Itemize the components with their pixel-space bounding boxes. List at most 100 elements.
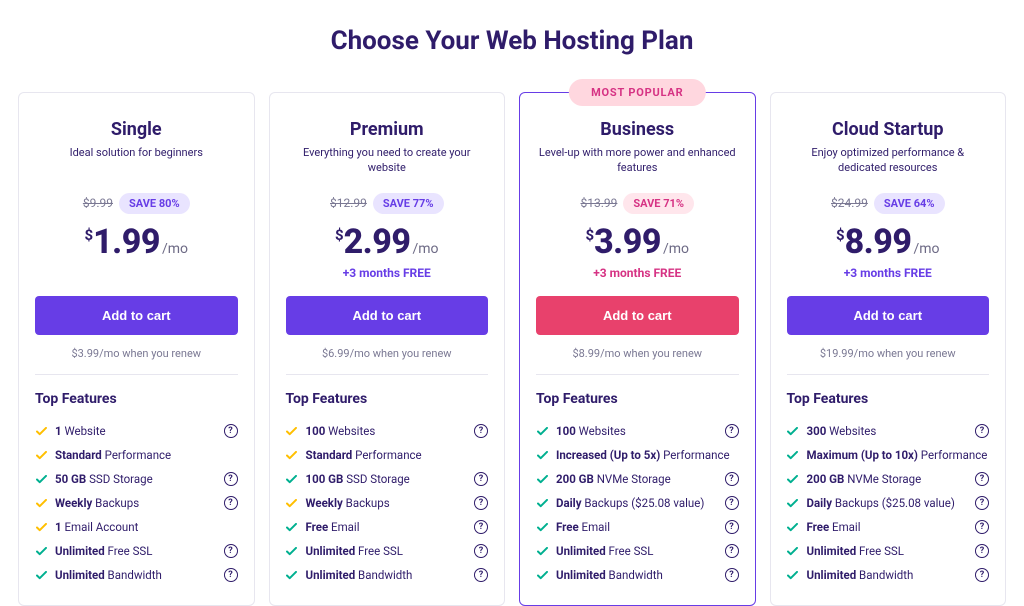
feature-text: 300 Websites [807,424,968,438]
feature-text: Unlimited Bandwidth [556,568,717,582]
original-price-row: $24.99 SAVE 64% [787,192,990,214]
check-icon [35,449,47,461]
feature-item: Maximum (Up to 10x) Performance [787,443,990,467]
add-to-cart-button[interactable]: Add to cart [787,296,990,335]
feature-text: Free Email [306,520,467,534]
renewal-note: $3.99/mo when you renew [35,347,238,360]
info-icon[interactable]: ? [975,424,989,438]
info-icon[interactable]: ? [224,472,238,486]
check-icon [35,473,47,485]
info-icon[interactable]: ? [224,544,238,558]
original-price: $24.99 [831,196,868,210]
features-title: Top Features [787,391,990,407]
feature-item: Unlimited Bandwidth? [536,563,739,587]
feature-item: 300 Websites? [787,419,990,443]
divider [787,374,990,375]
features-title: Top Features [536,391,739,407]
info-icon[interactable]: ? [975,472,989,486]
feature-text: Maximum (Up to 10x) Performance [807,448,990,462]
feature-text: 100 Websites [556,424,717,438]
info-icon[interactable]: ? [975,568,989,582]
plan-name: Single [35,119,238,140]
info-icon[interactable]: ? [224,496,238,510]
feature-text: Increased (Up to 5x) Performance [556,448,739,462]
feature-text: Unlimited Free SSL [306,544,467,558]
info-icon[interactable]: ? [975,544,989,558]
feature-text: 200 GB NVMe Storage [556,472,717,486]
feature-item: Unlimited Free SSL? [787,539,990,563]
check-icon [286,449,298,461]
feature-text: Unlimited Free SSL [556,544,717,558]
divider [536,374,739,375]
price: $2.99/mo [286,222,489,262]
original-price: $12.99 [330,196,367,210]
feature-item: Free Email? [536,515,739,539]
feature-item: Increased (Up to 5x) Performance [536,443,739,467]
info-icon[interactable]: ? [975,496,989,510]
info-icon[interactable]: ? [224,568,238,582]
renewal-note: $8.99/mo when you renew [536,347,739,360]
check-icon [35,545,47,557]
feature-text: Standard Performance [55,448,238,462]
info-icon[interactable]: ? [725,496,739,510]
renewal-note: $6.99/mo when you renew [286,347,489,360]
check-icon [536,545,548,557]
feature-item: Unlimited Free SSL? [536,539,739,563]
feature-item: Weekly Backups? [286,491,489,515]
feature-item: 200 GB NVMe Storage? [787,467,990,491]
feature-text: 1 Website [55,424,216,438]
check-icon [286,425,298,437]
divider [286,374,489,375]
info-icon[interactable]: ? [474,520,488,534]
check-icon [286,473,298,485]
feature-text: Unlimited Free SSL [807,544,968,558]
info-icon[interactable]: ? [725,424,739,438]
feature-list: 100 Websites? Standard Performance 100 GB … [286,419,489,587]
price: $1.99/mo [35,222,238,262]
feature-item: Standard Performance [35,443,238,467]
feature-item: Daily Backups ($25.08 value)? [787,491,990,515]
add-to-cart-button[interactable]: Add to cart [286,296,489,335]
plan-name: Business [536,119,739,140]
check-icon [286,569,298,581]
plan-card: MOST POPULARBusinessLevel-up with more p… [519,92,756,606]
info-icon[interactable]: ? [725,568,739,582]
feature-item: 100 Websites? [286,419,489,443]
save-badge: SAVE 71% [623,193,694,214]
feature-text: Free Email [556,520,717,534]
info-icon[interactable]: ? [725,520,739,534]
original-price: $9.99 [83,196,113,210]
check-icon [286,545,298,557]
price: $3.99/mo [536,222,739,262]
info-icon[interactable]: ? [474,496,488,510]
original-price-row: $9.99 SAVE 80% [35,192,238,214]
feature-item: 1 Email Account [35,515,238,539]
feature-item: Unlimited Free SSL? [35,539,238,563]
add-to-cart-button[interactable]: Add to cart [536,296,739,335]
feature-item: 1 Website? [35,419,238,443]
feature-text: Standard Performance [306,448,489,462]
info-icon[interactable]: ? [975,520,989,534]
plan-tagline: Ideal solution for beginners [35,146,238,176]
check-icon [536,425,548,437]
info-icon[interactable]: ? [474,568,488,582]
info-icon[interactable]: ? [474,472,488,486]
feature-text: Free Email [807,520,968,534]
divider [35,374,238,375]
feature-text: Daily Backups ($25.08 value) [807,496,968,510]
save-badge: SAVE 64% [874,193,945,214]
save-badge: SAVE 80% [119,193,190,214]
info-icon[interactable]: ? [474,424,488,438]
plan-card: Cloud StartupEnjoy optimized performance… [770,92,1007,606]
save-badge: SAVE 77% [373,193,444,214]
feature-text: 100 GB SSD Storage [306,472,467,486]
info-icon[interactable]: ? [725,544,739,558]
check-icon [536,569,548,581]
check-icon [787,473,799,485]
add-to-cart-button[interactable]: Add to cart [35,296,238,335]
feature-list: 1 Website?Standard Performance50 GB SSD … [35,419,238,587]
info-icon[interactable]: ? [224,424,238,438]
info-icon[interactable]: ? [725,472,739,486]
popular-badge: MOST POPULAR [569,79,705,106]
info-icon[interactable]: ? [474,544,488,558]
